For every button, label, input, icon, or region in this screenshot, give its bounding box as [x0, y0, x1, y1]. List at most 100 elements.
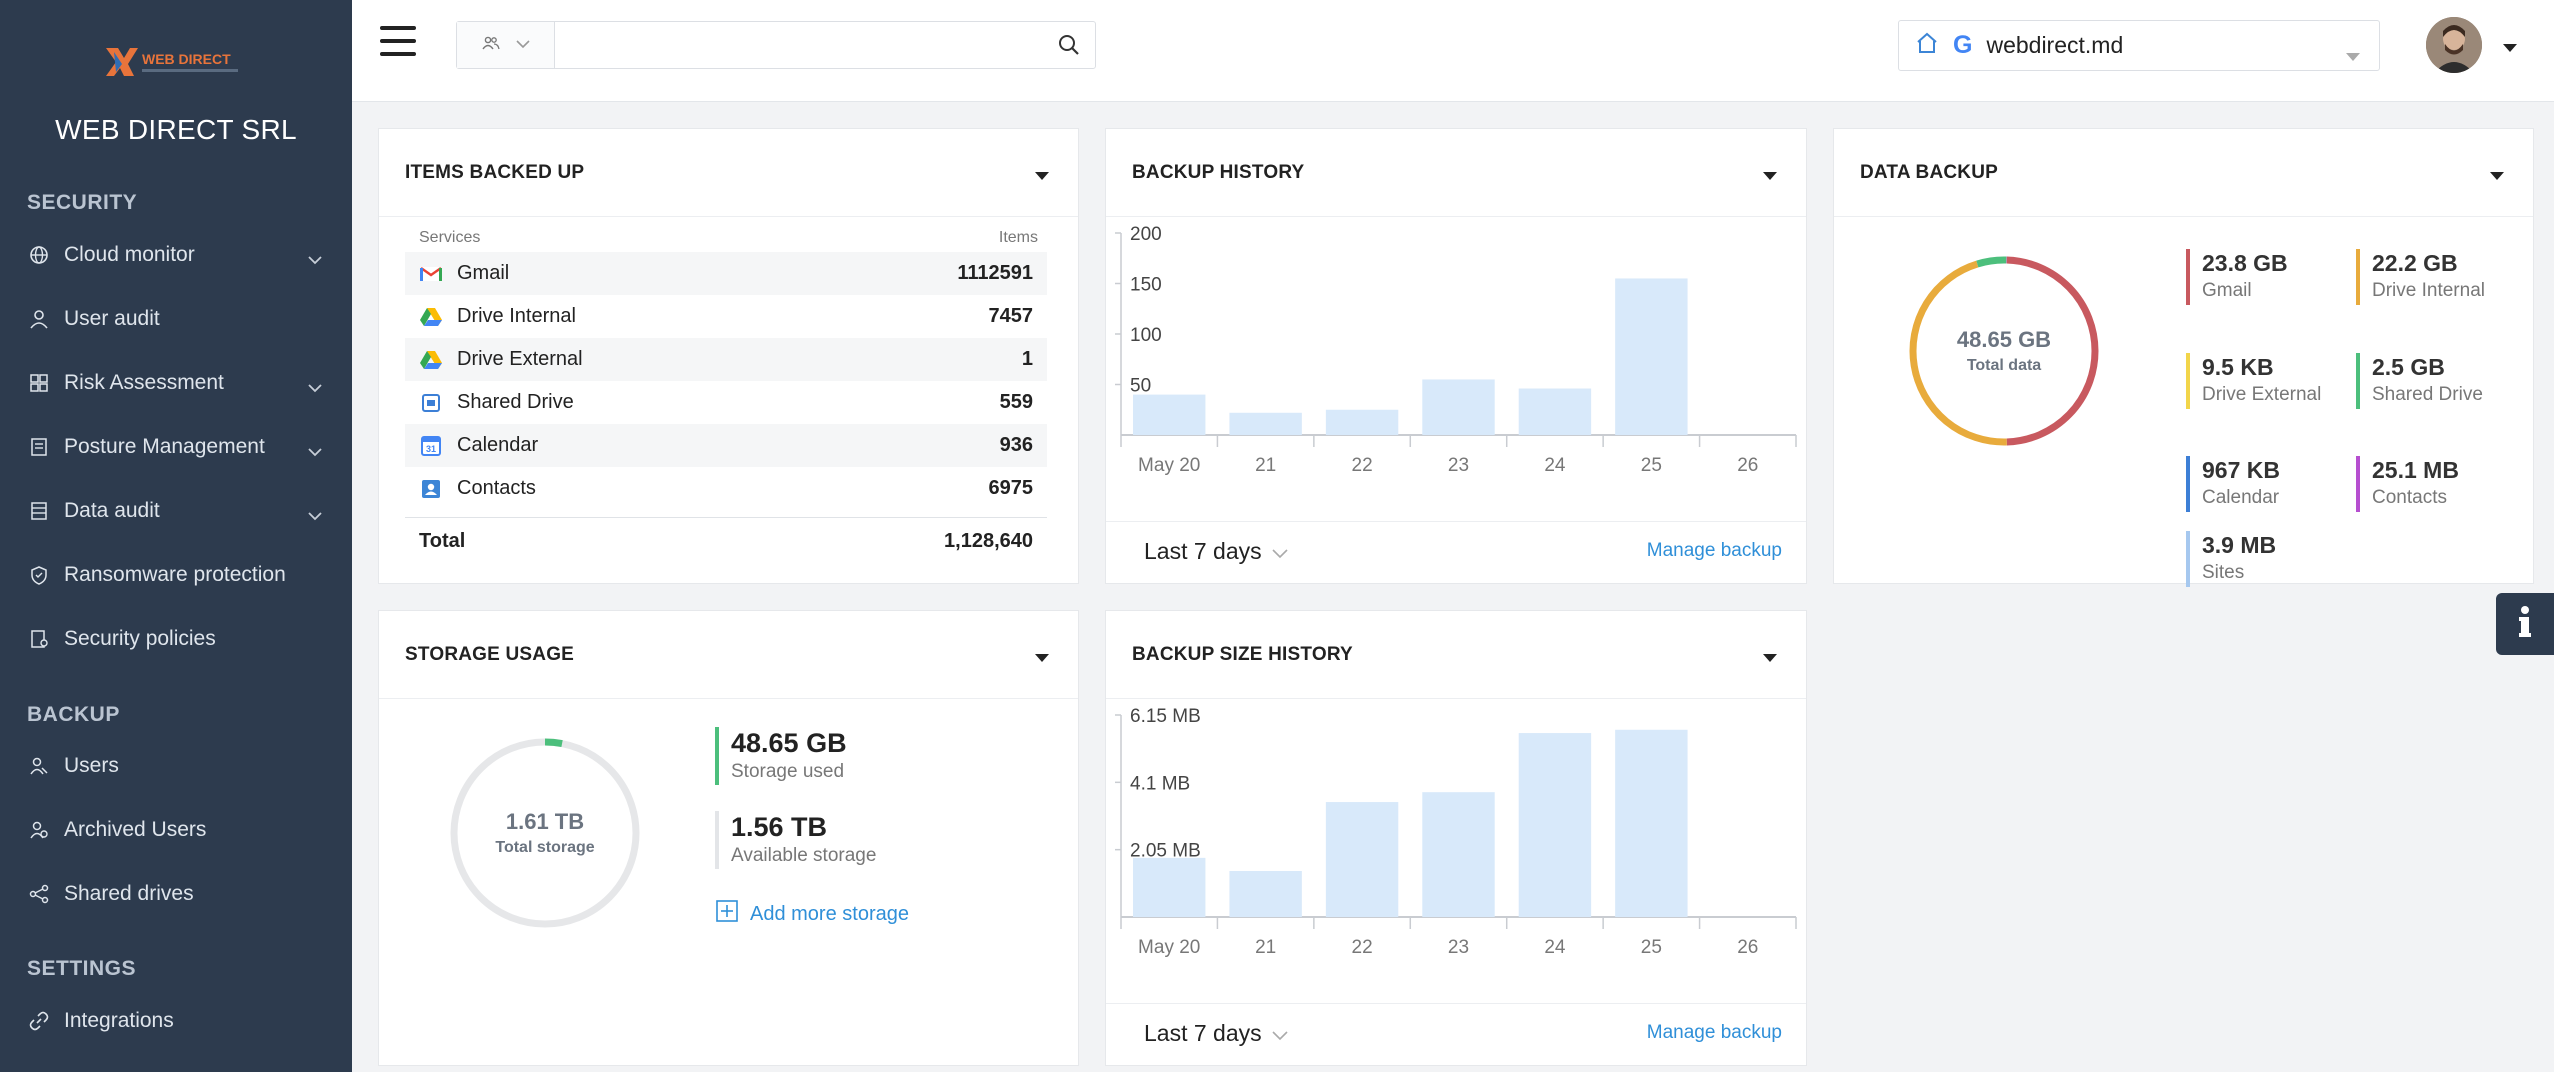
x-tick-label: 22: [1352, 937, 1373, 958]
period-select[interactable]: Last 7 days: [1144, 1020, 1288, 1047]
x-tick-label: 25: [1641, 455, 1662, 476]
total-data-value: 48.65 GB: [1956, 327, 2052, 352]
table-row[interactable]: Drive External 1: [405, 338, 1047, 381]
sidebar-item-risk-assessment[interactable]: Risk Assessment: [0, 357, 352, 409]
bar[interactable]: [1133, 857, 1206, 917]
user-icon: [28, 308, 50, 330]
card-menu-caret-icon[interactable]: [2489, 168, 2505, 180]
column-header-services: Services: [419, 229, 481, 246]
service-name: Drive Internal: [457, 305, 576, 327]
legend-value: 22.2 GB: [2372, 250, 2458, 276]
service-name: Shared Drive: [457, 391, 574, 413]
donut-segment[interactable]: [1976, 256, 2007, 268]
user-menu-caret-icon[interactable]: [2502, 40, 2518, 58]
sidebar-item-integrations[interactable]: Integrations: [0, 995, 352, 1047]
card-menu-caret-icon[interactable]: [1034, 168, 1050, 180]
storage-used-segment[interactable]: [544, 738, 563, 748]
info-tab-button[interactable]: [2496, 593, 2554, 655]
manage-backup-link[interactable]: Manage backup: [1646, 540, 1782, 561]
x-tick-label: May 20: [1138, 937, 1200, 958]
chevron-down-icon: [308, 439, 322, 463]
add-more-storage-button[interactable]: Add more storage: [716, 900, 909, 928]
drive-icon: [419, 306, 443, 328]
table-row[interactable]: Drive Internal 7457: [405, 295, 1047, 338]
hamburger-menu-icon[interactable]: [380, 26, 416, 60]
x-tick-label: May 20: [1138, 455, 1200, 476]
x-tick-label: 26: [1737, 937, 1758, 958]
share-icon: [28, 883, 50, 905]
search-scope-select[interactable]: [457, 22, 555, 68]
search-input[interactable]: [555, 22, 1045, 68]
search-icon[interactable]: [1057, 33, 1081, 57]
storage-available-legend: 1.56 TB Available storage: [715, 811, 876, 869]
sidebar-item-label: Integrations: [64, 1009, 174, 1032]
home-icon: [1915, 31, 1939, 61]
avatar[interactable]: [2426, 17, 2482, 73]
storage-used-label: Storage used: [731, 761, 845, 782]
calendar-icon: 31: [419, 435, 443, 457]
card-title: DATA BACKUP: [1834, 129, 2533, 217]
donut-segment[interactable]: [2006, 256, 2099, 446]
legend-value: 25.1 MB: [2372, 457, 2459, 483]
storage-available-value: 1.56 TB: [731, 812, 828, 842]
globe-icon: [28, 244, 50, 266]
card-footer: Last 7 days Manage backup: [1106, 1003, 1806, 1065]
table-row[interactable]: Gmail 1112591: [405, 252, 1047, 295]
chevron-down-icon: [308, 503, 322, 527]
donut-center: 48.65 GB Total data: [1904, 327, 2104, 375]
x-tick-label: 24: [1544, 937, 1566, 958]
bar[interactable]: [1615, 729, 1688, 917]
table-row[interactable]: Contacts 6975: [405, 467, 1047, 510]
gmail-icon: [419, 263, 443, 285]
bar[interactable]: [1518, 733, 1592, 917]
sidebar-item-security-policies[interactable]: Security policies: [0, 613, 352, 665]
sidebar-item-archived-users[interactable]: Archived Users: [0, 804, 352, 856]
company-logo[interactable]: WEB DIRECT: [104, 42, 250, 82]
sidebar-item-user-audit[interactable]: User audit: [0, 293, 352, 345]
service-name: Calendar: [457, 434, 539, 456]
table-row[interactable]: Shared Drive 559: [405, 381, 1047, 424]
top-bar: G webdirect.md: [352, 0, 2554, 102]
sidebar-item-shared-drives[interactable]: Shared drives: [0, 868, 352, 920]
bar[interactable]: [1325, 409, 1399, 435]
domain-select[interactable]: G webdirect.md: [1898, 20, 2380, 71]
period-select[interactable]: Last 7 days: [1144, 538, 1288, 565]
bar[interactable]: [1422, 792, 1495, 917]
card-menu-caret-icon[interactable]: [1762, 650, 1778, 662]
period-label: Last 7 days: [1144, 538, 1262, 564]
legend-value: 23.8 GB: [2202, 250, 2288, 276]
bar[interactable]: [1133, 394, 1206, 435]
manage-backup-link[interactable]: Manage backup: [1646, 1022, 1782, 1043]
donut-segment[interactable]: [1909, 260, 2007, 446]
backup-size-history-chart: May 20 21 22 23 24 25 26 2.05 MB 4.1 MB 6.15 MB: [1115, 706, 1797, 958]
item-count: 1: [1021, 348, 1033, 370]
card-footer: Last 7 days Manage backup: [1106, 521, 1806, 583]
users-icon: [481, 36, 500, 55]
card-menu-caret-icon[interactable]: [1762, 168, 1778, 180]
legend-label: Calendar: [2202, 487, 2280, 508]
x-tick-label: 22: [1352, 455, 1373, 476]
sidebar-item-label: Ransomware protection: [64, 563, 286, 586]
y-tick-label: 50: [1130, 376, 1151, 397]
bar[interactable]: [1325, 802, 1399, 917]
sidebar-item-ransomware-protection[interactable]: Ransomware protection: [0, 549, 352, 601]
legend-label: Gmail: [2202, 280, 2252, 301]
bar[interactable]: [1229, 412, 1302, 435]
bar[interactable]: [1229, 871, 1302, 917]
storage-available-label: Available storage: [731, 845, 877, 866]
bar[interactable]: [1518, 388, 1592, 435]
sidebar-item-cloud-monitor[interactable]: Cloud monitor: [0, 229, 352, 281]
sidebar-item-posture-management[interactable]: Posture Management: [0, 421, 352, 473]
x-tick-label: 21: [1255, 455, 1276, 476]
contacts-icon: [419, 478, 443, 500]
bar[interactable]: [1422, 379, 1495, 435]
card-menu-caret-icon[interactable]: [1034, 650, 1050, 662]
sidebar-item-users[interactable]: Users: [0, 740, 352, 792]
sidebar-item-data-audit[interactable]: Data audit: [0, 485, 352, 537]
y-tick-label: 2.05 MB: [1130, 841, 1201, 862]
company-name: WEB DIRECT SRL: [55, 114, 297, 145]
backup-size-history-card: BACKUP SIZE HISTORY May 20 21 22 23 24 25 26 2.…: [1105, 610, 1807, 1066]
sidebar-item-label: Archived Users: [64, 818, 207, 841]
bar[interactable]: [1615, 278, 1688, 435]
table-row[interactable]: 31 Calendar 936: [405, 424, 1047, 467]
